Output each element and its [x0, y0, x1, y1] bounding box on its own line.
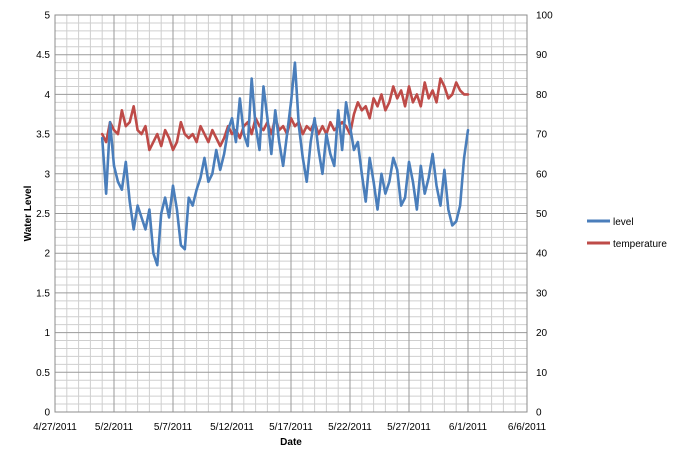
y-tick-label: 3 — [44, 169, 50, 180]
legend-label-temperature: temperature — [613, 239, 667, 250]
x-axis-tick-labels: 4/27/2011 5/2/2011 5/7/2011 5/12/2011 5/17/2… — [33, 422, 546, 433]
y-tick-label: 0 — [44, 408, 50, 419]
y2-tick-label: 10 — [536, 368, 548, 379]
x-tick-label: 5/7/2011 — [154, 422, 193, 433]
x-tick-label: 5/27/2011 — [387, 422, 431, 433]
x-tick-label: 6/1/2011 — [449, 422, 488, 433]
y-tick-label: 2 — [44, 249, 50, 260]
x-axis-title: Date — [280, 437, 302, 448]
y2-tick-label: 20 — [536, 328, 548, 339]
y2-tick-label: 30 — [536, 288, 548, 299]
left-axis-tick-labels: 0 0.5 1 1.5 2 2.5 3 3.5 4 4.5 5 — [36, 11, 50, 419]
x-tick-label: 6/6/2011 — [508, 422, 547, 433]
x-tick-label: 5/2/2011 — [95, 422, 134, 433]
x-tick-label: 5/22/2011 — [328, 422, 372, 433]
y2-tick-label: 70 — [536, 130, 548, 141]
legend-label-level: level — [613, 217, 634, 228]
y-tick-label: 5 — [44, 11, 50, 22]
y-tick-label: 4.5 — [36, 50, 50, 61]
y2-tick-label: 100 — [536, 11, 553, 22]
y2-tick-label: 40 — [536, 249, 548, 260]
y2-tick-label: 80 — [536, 90, 548, 101]
y-tick-label: 3.5 — [36, 130, 50, 141]
x-tick-label: 5/17/2011 — [269, 422, 313, 433]
x-tick-label: 4/27/2011 — [33, 422, 77, 433]
y-tick-label: 2.5 — [36, 209, 50, 220]
y-tick-label: 0.5 — [36, 368, 50, 379]
series-lines — [100, 61, 470, 267]
y2-tick-label: 90 — [536, 50, 548, 61]
y-tick-label: 4 — [44, 90, 50, 101]
y2-tick-label: 50 — [536, 209, 548, 220]
right-axis-tick-labels: 0 10 20 30 40 50 60 70 80 90 100 — [536, 11, 553, 419]
y-tick-label: 1 — [44, 328, 50, 339]
series-line-temperature — [100, 77, 470, 152]
y-axis-title: Water Level — [23, 185, 34, 241]
y2-tick-label: 0 — [536, 408, 542, 419]
y-tick-label: 1.5 — [36, 288, 50, 299]
plot-area-border — [54, 14, 528, 413]
x-tick-label: 5/12/2011 — [210, 422, 254, 433]
legend: level temperature — [587, 217, 667, 250]
y2-tick-label: 60 — [536, 169, 548, 180]
series-line-level — [100, 61, 470, 267]
